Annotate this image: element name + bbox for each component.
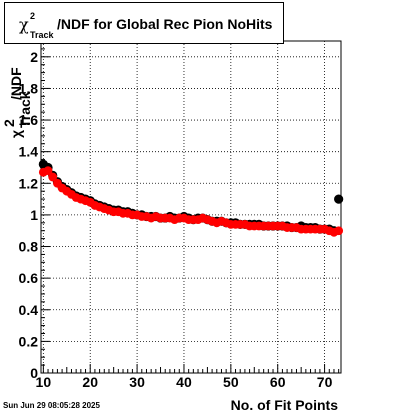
grid [41, 41, 341, 374]
title-superscript: 2 [30, 11, 36, 21]
x-tick-label: 50 [223, 374, 239, 390]
plot-frame [40, 40, 342, 374]
y-tick-label: 1 [30, 207, 38, 223]
data-points [38, 159, 344, 237]
x-tick-label: 60 [270, 374, 286, 390]
x-tick-label: 20 [82, 374, 98, 390]
data-point-red [334, 226, 344, 236]
y-axis-title: χ 2 Track /NDF [1, 67, 33, 138]
chart-title-box: χ 2 Track /NDF for Global Rec Pion NoHit… [4, 2, 284, 44]
y-tick-label: 0.6 [19, 270, 39, 286]
data-point-red [48, 172, 58, 182]
title-subscript: Track [30, 30, 54, 40]
y-tick-label: 1.6 [19, 112, 39, 128]
y-tick-label: 1.4 [19, 144, 39, 160]
x-tick-label: 40 [176, 374, 192, 390]
x-tick-label: 70 [317, 374, 333, 390]
data-point-red [43, 166, 53, 176]
axes [40, 40, 342, 374]
y-tick-label: 0.4 [19, 302, 39, 318]
y-tick-label: 0.8 [19, 239, 39, 255]
y-tick-label: 2 [30, 49, 38, 65]
y-tick-label: 1.2 [19, 175, 39, 191]
x-tick-label: 10 [36, 374, 52, 390]
y-axis-subscript: Track [17, 91, 33, 128]
data-point-black [334, 194, 344, 204]
y-tick-label: 1.8 [19, 80, 39, 96]
title-chi-symbol: χ [19, 15, 29, 34]
timestamp: Sun Jun 29 08:05:28 2025 [3, 401, 100, 410]
y-axis-title-text: /NDF [8, 67, 24, 100]
y-axis-superscript: 2 [1, 119, 17, 127]
y-axis-chi-symbol: χ [8, 130, 24, 138]
x-axis-title: No. of Fit Points [231, 397, 339, 413]
y-tick-label: 0 [30, 365, 38, 381]
chart-title: /NDF for Global Rec Pion NoHits [57, 16, 273, 32]
x-tick-label: 30 [129, 374, 145, 390]
y-tick-label: 0.2 [19, 333, 39, 349]
tick-labels: 10 20 30 40 50 60 70 0 0.2 0.4 0.6 0.8 1 1.2 1.4 1.6 1.8… [19, 49, 333, 390]
